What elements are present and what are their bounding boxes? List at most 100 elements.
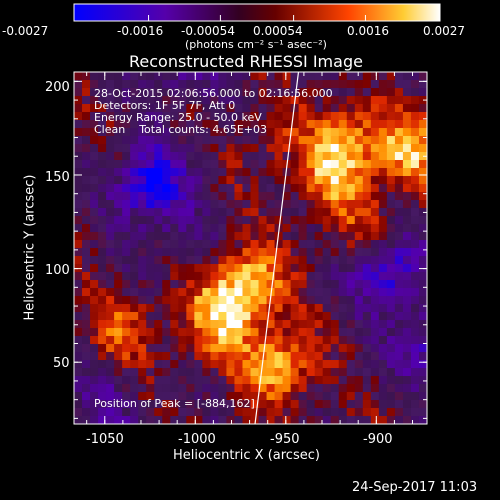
heatmap-cell bbox=[250, 152, 260, 161]
heatmap-cell bbox=[298, 296, 308, 305]
heatmap-cell bbox=[122, 88, 131, 97]
heatmap-cell bbox=[402, 320, 412, 329]
heatmap-cell bbox=[274, 408, 284, 417]
heatmap-cell bbox=[202, 112, 211, 121]
heatmap-cell bbox=[378, 280, 388, 289]
heatmap-cell bbox=[242, 184, 252, 193]
heatmap-cell bbox=[194, 216, 203, 225]
heatmap-cell bbox=[178, 160, 187, 169]
heatmap-cell bbox=[146, 240, 155, 249]
heatmap-cell bbox=[138, 296, 147, 305]
heatmap-cell bbox=[218, 160, 228, 169]
heatmap-cell bbox=[146, 168, 155, 177]
heatmap-cell bbox=[418, 104, 427, 113]
heatmap-cell bbox=[394, 288, 404, 297]
heatmap-cell bbox=[362, 352, 372, 361]
heatmap-cell bbox=[322, 160, 332, 169]
heatmap-cell bbox=[378, 136, 388, 145]
heatmap-cell bbox=[418, 280, 427, 289]
heatmap-cell bbox=[146, 112, 155, 121]
heatmap-cell bbox=[106, 128, 115, 137]
heatmap-cell bbox=[90, 104, 99, 113]
heatmap-cell bbox=[290, 304, 300, 313]
heatmap-cell bbox=[154, 296, 163, 305]
heatmap-cell bbox=[242, 192, 252, 201]
heatmap-cell bbox=[298, 168, 308, 177]
heatmap-cell bbox=[242, 416, 252, 424]
heatmap-cell bbox=[266, 248, 276, 257]
heatmap-cell bbox=[98, 144, 107, 153]
heatmap-cell bbox=[218, 400, 228, 409]
heatmap-cell bbox=[274, 136, 284, 145]
heatmap-cell bbox=[418, 144, 427, 153]
heatmap-cell bbox=[186, 376, 195, 385]
heatmap-cell bbox=[154, 208, 163, 217]
heatmap-cell bbox=[274, 400, 284, 409]
heatmap-cell bbox=[418, 72, 427, 81]
heatmap-cell bbox=[362, 304, 372, 313]
heatmap-cell bbox=[98, 168, 107, 177]
heatmap-cell bbox=[306, 232, 316, 241]
heatmap-cell bbox=[386, 376, 396, 385]
heatmap-cell bbox=[170, 368, 179, 377]
heatmap-cell bbox=[330, 384, 340, 393]
heatmap-cell bbox=[250, 88, 260, 97]
heatmap-cell bbox=[146, 296, 155, 305]
heatmap-cell bbox=[202, 96, 211, 105]
heatmap-cell bbox=[378, 168, 388, 177]
heatmap-cell bbox=[330, 360, 340, 369]
heatmap-cell bbox=[370, 392, 380, 401]
heatmap-cell bbox=[362, 312, 372, 321]
heatmap-cell bbox=[202, 272, 211, 281]
heatmap-cell bbox=[106, 312, 115, 321]
heatmap-cell bbox=[378, 176, 388, 185]
heatmap-cell bbox=[90, 160, 99, 169]
heatmap-cell bbox=[194, 104, 203, 113]
heatmap-cell bbox=[298, 184, 308, 193]
heatmap-cell bbox=[250, 392, 260, 401]
heatmap-cell bbox=[162, 144, 171, 153]
heatmap-cell bbox=[322, 72, 332, 81]
heatmap-cell bbox=[410, 264, 420, 273]
heatmap-cell bbox=[402, 344, 412, 353]
heatmap-cell bbox=[98, 360, 107, 369]
heatmap-cell bbox=[354, 360, 364, 369]
heatmap-cell bbox=[282, 272, 292, 281]
heatmap-cell bbox=[410, 304, 420, 313]
heatmap-cell bbox=[186, 256, 195, 265]
heatmap-cell bbox=[266, 184, 276, 193]
heatmap-cell bbox=[354, 184, 364, 193]
heatmap-cell bbox=[402, 248, 412, 257]
heatmap-cell bbox=[338, 400, 348, 409]
heatmap-cell bbox=[194, 248, 203, 257]
heatmap-cell bbox=[250, 160, 260, 169]
heatmap-cell bbox=[234, 320, 244, 329]
heatmap-cell bbox=[170, 248, 179, 257]
heatmap-cell bbox=[202, 400, 211, 409]
heatmap-cell bbox=[234, 104, 244, 113]
heatmap-cell bbox=[250, 360, 260, 369]
heatmap-cell bbox=[402, 136, 412, 145]
heatmap-cell bbox=[306, 80, 316, 89]
heatmap-cell bbox=[370, 320, 380, 329]
heatmap-cell bbox=[162, 120, 171, 129]
heatmap-cell bbox=[322, 88, 332, 97]
heatmap-cell bbox=[154, 112, 163, 121]
heatmap-cell bbox=[106, 152, 115, 161]
heatmap-cell bbox=[82, 88, 91, 97]
heatmap-cell bbox=[162, 368, 171, 377]
heatmap-cell bbox=[362, 264, 372, 273]
heatmap-cell bbox=[106, 416, 115, 424]
heatmap-cell bbox=[298, 144, 308, 153]
heatmap-cell bbox=[274, 352, 284, 361]
heatmap-cell bbox=[202, 320, 211, 329]
heatmap-cell bbox=[130, 168, 139, 177]
heatmap-cell bbox=[122, 184, 131, 193]
heatmap-cell bbox=[346, 216, 356, 225]
heatmap-cell bbox=[266, 312, 276, 321]
heatmap-cell bbox=[74, 168, 83, 177]
heatmap-cell bbox=[154, 136, 163, 145]
heatmap-cell bbox=[418, 416, 427, 424]
heatmap-cell bbox=[170, 304, 179, 313]
heatmap-cell bbox=[274, 104, 284, 113]
